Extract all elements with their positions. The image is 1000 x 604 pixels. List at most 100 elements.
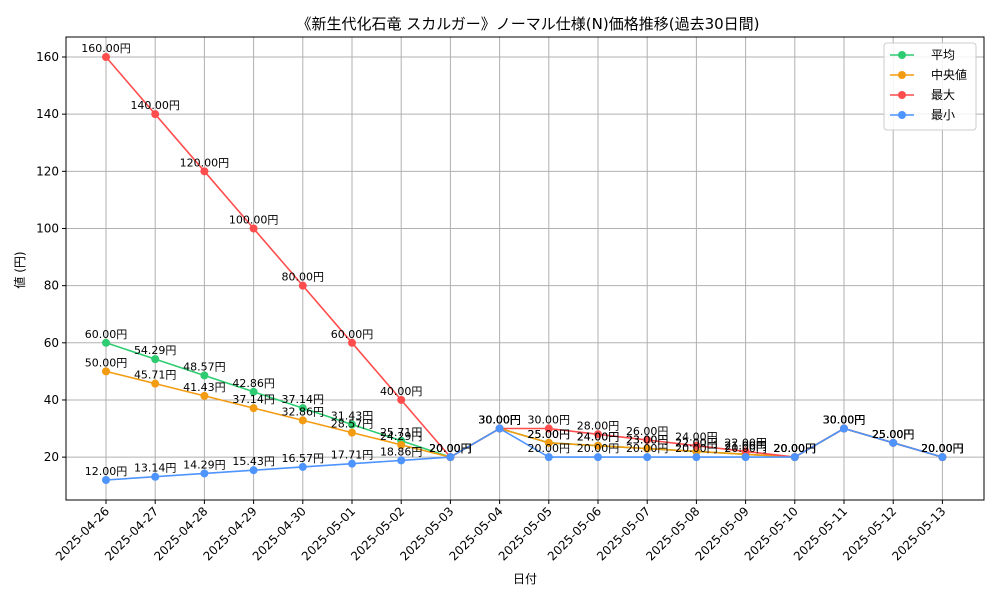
data-label: 30.00円 bbox=[478, 414, 521, 427]
series-point-2 bbox=[151, 110, 160, 119]
data-label: 60.00円 bbox=[85, 328, 128, 341]
data-label: 30.00円 bbox=[823, 414, 866, 427]
data-label: 37.14円 bbox=[282, 393, 325, 406]
data-label: 20.00円 bbox=[429, 442, 472, 455]
series-point-3 bbox=[495, 424, 504, 433]
data-label: 20.00円 bbox=[921, 442, 964, 455]
series-point-1 bbox=[102, 367, 110, 376]
data-label: 26.00円 bbox=[626, 425, 669, 438]
series-point-2 bbox=[348, 338, 356, 347]
data-label: 30.00円 bbox=[823, 414, 866, 427]
series-point-0 bbox=[348, 420, 356, 429]
data-label: 25.00円 bbox=[872, 428, 915, 441]
series-point-1 bbox=[692, 447, 701, 456]
data-label: 31.43円 bbox=[331, 409, 374, 422]
data-label: 14.29円 bbox=[183, 458, 226, 471]
data-label: 20.00円 bbox=[675, 442, 718, 455]
data-label: 42.86円 bbox=[232, 377, 275, 390]
series-point-3 bbox=[790, 453, 799, 462]
series-point-3 bbox=[741, 453, 750, 462]
data-label: 30.00円 bbox=[823, 414, 866, 427]
data-label: 25.00円 bbox=[528, 428, 571, 441]
data-label: 21.00円 bbox=[724, 439, 767, 452]
series-point-3 bbox=[348, 459, 356, 468]
series-point-3 bbox=[692, 453, 701, 462]
legend-marker-3 bbox=[898, 111, 906, 119]
legend-marker-2 bbox=[898, 91, 906, 99]
series-point-3 bbox=[544, 453, 553, 462]
data-label: 50.00円 bbox=[85, 356, 128, 369]
legend-label-0: 平均 bbox=[931, 48, 955, 62]
data-label: 37.14円 bbox=[232, 393, 275, 406]
data-label: 30.00円 bbox=[478, 414, 521, 427]
data-label: 22.00円 bbox=[675, 436, 718, 449]
data-label: 23.00円 bbox=[626, 434, 669, 447]
data-label: 24.00円 bbox=[577, 431, 620, 444]
series-point-3 bbox=[840, 424, 848, 433]
series-point-2 bbox=[544, 424, 553, 433]
data-label: 25.71円 bbox=[380, 426, 423, 439]
data-label: 20.00円 bbox=[774, 442, 817, 455]
series-point-3 bbox=[938, 453, 947, 462]
data-label: 25.00円 bbox=[872, 428, 915, 441]
series-point-1 bbox=[643, 444, 652, 453]
plot-area bbox=[65, 36, 985, 501]
data-label: 20.00円 bbox=[429, 442, 472, 455]
legend-box bbox=[883, 42, 977, 131]
y-tick-label: 140 bbox=[36, 107, 59, 121]
data-label: 12.00円 bbox=[85, 465, 128, 478]
series-point-2 bbox=[692, 441, 701, 450]
series-point-1 bbox=[298, 416, 307, 425]
y-tick-label: 100 bbox=[36, 221, 59, 235]
data-label: 20.00円 bbox=[429, 442, 472, 455]
y-tick-label: 60 bbox=[44, 336, 59, 350]
data-labels: 60.00円 54.29円 48.57円 42.86円 37.14円 31.43円 25.7… bbox=[81, 42, 963, 478]
data-label: 100.00円 bbox=[229, 213, 279, 226]
data-label: 18.86円 bbox=[380, 445, 423, 458]
series-point-3 bbox=[200, 469, 209, 478]
series-point-1 bbox=[397, 440, 406, 449]
data-label: 15.43円 bbox=[232, 455, 275, 468]
series-line-3 bbox=[105, 427, 943, 481]
series-point-0 bbox=[102, 338, 110, 347]
y-tick-label: 80 bbox=[44, 279, 59, 293]
series-point-2 bbox=[594, 430, 602, 439]
series-point-2 bbox=[249, 224, 258, 233]
data-label: 20.00円 bbox=[921, 442, 964, 455]
data-label: 28.00円 bbox=[577, 419, 620, 432]
series-layer bbox=[102, 53, 947, 484]
legend-marker-1 bbox=[898, 71, 906, 79]
series-point-3 bbox=[102, 475, 110, 484]
data-label: 20.00円 bbox=[724, 442, 767, 455]
data-label: 60.00円 bbox=[331, 328, 374, 341]
series-point-0 bbox=[200, 371, 209, 380]
data-label: 41.43円 bbox=[183, 381, 226, 394]
series-point-3 bbox=[397, 456, 406, 465]
data-label: 30.00円 bbox=[528, 414, 571, 427]
data-label: 140.00円 bbox=[130, 99, 180, 112]
data-label: 32.86円 bbox=[282, 405, 325, 418]
legend-label-3: 最小 bbox=[931, 108, 955, 122]
legend-marker-0 bbox=[898, 51, 906, 59]
data-label: 28.57円 bbox=[331, 418, 374, 431]
data-label: 30.00円 bbox=[478, 414, 521, 427]
data-label: 20.00円 bbox=[429, 442, 472, 455]
data-label: 22.00円 bbox=[675, 436, 718, 449]
series-point-3 bbox=[594, 453, 602, 462]
data-label: 24.00円 bbox=[675, 431, 718, 444]
axes: 204060801001201401602025-04-262025-04-27… bbox=[36, 50, 948, 563]
data-label: 45.71円 bbox=[134, 369, 177, 382]
data-label: 13.14円 bbox=[134, 462, 177, 475]
data-label: 30.00円 bbox=[478, 414, 521, 427]
series-point-1 bbox=[200, 391, 209, 400]
series-point-2 bbox=[643, 435, 652, 444]
data-label: 80.00円 bbox=[282, 271, 325, 284]
data-label: 20.00円 bbox=[921, 442, 964, 455]
series-point-0 bbox=[151, 355, 160, 364]
data-label: 40.00円 bbox=[380, 385, 423, 398]
data-label: 25.00円 bbox=[872, 428, 915, 441]
series-point-2 bbox=[102, 53, 110, 62]
data-label: 20.00円 bbox=[774, 442, 817, 455]
